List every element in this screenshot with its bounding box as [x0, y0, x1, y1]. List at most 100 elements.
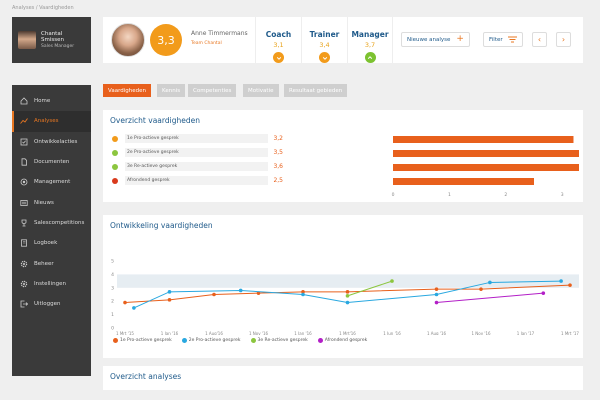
- skill-score: 2,5: [273, 177, 283, 184]
- tab-competenties[interactable]: Competenties: [188, 84, 237, 97]
- legend-item: 3e Re-actieve gesprek: [250, 338, 308, 343]
- skill-name: 1e Pro-actieve gesprek: [125, 134, 268, 143]
- role-score: 3,1: [273, 41, 284, 49]
- management-icon: [19, 178, 29, 186]
- logbook-icon: [19, 239, 29, 247]
- skills-overview-card: Overzicht vaardigheden 1e Pro-actieve ge…: [103, 110, 583, 202]
- tick-label: 0: [392, 192, 395, 198]
- filter-icon: [507, 36, 517, 43]
- plus-icon: +: [456, 34, 464, 44]
- legend-swatch: [317, 338, 323, 343]
- x-tick-label: 1 Aug '16: [427, 331, 447, 335]
- tick-label: 2: [504, 192, 507, 198]
- data-point: [345, 294, 350, 298]
- gear-icon: [19, 260, 29, 268]
- legend-label: 3e Re-actieve gesprek: [257, 338, 308, 343]
- tab-vaardigheden[interactable]: Vaardigheden: [103, 84, 151, 97]
- y-tick-label: 1: [111, 312, 114, 318]
- sidebar-item-label: Salescompetitions: [34, 219, 85, 226]
- new-analysis-button[interactable]: Nieuwe analyse +: [401, 32, 470, 47]
- x-tick-label: 1 Jun '16: [383, 331, 401, 335]
- legend-label: 2e Pro-actieve gesprek: [188, 338, 241, 343]
- sidebar-item-ontwikkelacties[interactable]: Ontwikkelacties: [12, 132, 91, 152]
- settings-icon: [19, 280, 29, 288]
- role-score: 3,4: [319, 41, 330, 49]
- data-point: [390, 279, 394, 283]
- legend-item: Afrondend gesprek: [317, 338, 368, 343]
- skill-name: 2e Pro-actieve gesprek: [125, 148, 268, 157]
- news-icon: [19, 199, 29, 207]
- sidebar-item-salescompetitions[interactable]: Salescompetitions: [12, 213, 91, 233]
- sidebar-item-label: Logboek: [34, 240, 58, 247]
- sidebar-item-nieuws[interactable]: Nieuws: [12, 192, 91, 212]
- employee-header: 3,3 Anne Timmermans Team Chantal Coach 3…: [103, 17, 583, 63]
- data-point: [568, 283, 572, 287]
- sidebar-item-label: Documenten: [34, 159, 70, 166]
- legend-swatch: [250, 338, 256, 343]
- sidebar-item-instellingen[interactable]: Instellingen: [12, 274, 91, 294]
- data-point: [434, 292, 439, 297]
- y-tick-label: 5: [111, 259, 114, 265]
- sidebar-item-beheer[interactable]: Beheer: [12, 253, 91, 273]
- skill-score: 3,2: [273, 135, 283, 142]
- data-point: [345, 290, 350, 294]
- legend-label: Afrondend gesprek: [324, 338, 368, 343]
- sidebar-item-label: Home: [34, 98, 51, 105]
- role-label: Coach: [265, 30, 292, 39]
- tab-kennis[interactable]: Kennis: [157, 84, 186, 97]
- sidebar-item-label: Instellingen: [34, 280, 66, 287]
- breadcrumb[interactable]: Analyses / Vaardigheden: [12, 5, 74, 11]
- actions-icon: [19, 138, 29, 146]
- logout-icon: [19, 300, 29, 308]
- sidebar-item-management[interactable]: Management: [12, 172, 91, 192]
- role-label: Trainer: [309, 30, 340, 39]
- filter-label: Filter: [489, 36, 503, 43]
- chart-line-icon: [19, 117, 29, 125]
- sidebar-item-home[interactable]: Home: [12, 91, 91, 111]
- bar: [393, 150, 579, 157]
- data-point: [541, 291, 546, 295]
- role-coach: Coach 3,1: [255, 17, 301, 63]
- sidebar-item-uitloggen[interactable]: Uitloggen: [12, 294, 91, 314]
- chevron-up-icon: [364, 52, 376, 63]
- data-point: [479, 287, 483, 291]
- chevron-down-icon: [273, 52, 284, 63]
- x-tick-label: 1 Jan '17: [517, 331, 535, 335]
- new-analysis-label: Nieuwe analyse: [407, 36, 451, 43]
- x-tick-label: 1 Nov '16: [249, 331, 269, 335]
- skills-line-chart: 0 1 2 3 4 5 1 Mrt '15 1 Jan '16 1 Aug'16 1 Nov '1…: [111, 259, 579, 336]
- y-tick-label: 2: [111, 299, 114, 305]
- skills-development-card: Ontwikkeling vaardigheden 0 1 2 3 4 5 1 Mrt '1…: [103, 215, 583, 358]
- tick-label: 1: [448, 192, 451, 198]
- next-button[interactable]: ›: [556, 32, 571, 47]
- employee-name: Anne Timmermans: [191, 30, 248, 37]
- tick-label: 3: [561, 192, 564, 198]
- user-profile[interactable]: Chantal Smissen Sales Manager: [12, 17, 91, 63]
- chevron-down-icon: [319, 52, 330, 63]
- status-dot: [112, 163, 118, 170]
- sidebar-item-documenten[interactable]: Documenten: [12, 152, 91, 172]
- sidebar-item-analyses[interactable]: Analyses: [12, 111, 91, 132]
- sidebar-item-label: Analyses: [34, 118, 59, 125]
- y-tick-label: 3: [111, 285, 114, 291]
- sidebar-item-label: Uitloggen: [34, 301, 61, 308]
- filter-button[interactable]: Filter: [483, 32, 523, 47]
- x-tick-label: 1 Jan '16: [294, 331, 312, 335]
- x-tick-label: 1 Mrt '17: [561, 331, 579, 335]
- y-tick-label: 0: [111, 326, 114, 332]
- sidebar: Chantal Smissen Sales Manager Home Analys…: [12, 17, 91, 397]
- skill-row: Afrondend gesprek 2,5: [112, 175, 283, 186]
- chevron-right-icon: ›: [561, 35, 566, 44]
- sidebar-item-logboek[interactable]: Logboek: [12, 233, 91, 253]
- user-name: Chantal Smissen: [41, 31, 64, 43]
- data-point: [256, 291, 261, 295]
- skill-score: 3,5: [273, 149, 283, 156]
- x-tick-label: 1 Nov '16: [471, 331, 491, 335]
- sidebar-item-label: Management: [34, 179, 71, 186]
- tab-resultaat-gebieden[interactable]: Resultaat gebieden: [284, 84, 348, 97]
- skill-row: 3e Re-actieve gesprek 3,6: [112, 161, 283, 172]
- sidebar-item-label: Ontwikkelacties: [34, 138, 78, 145]
- tab-motivatie[interactable]: Motivatie: [243, 84, 279, 97]
- user-role: Sales Manager: [41, 44, 75, 49]
- previous-button[interactable]: ‹: [532, 32, 547, 47]
